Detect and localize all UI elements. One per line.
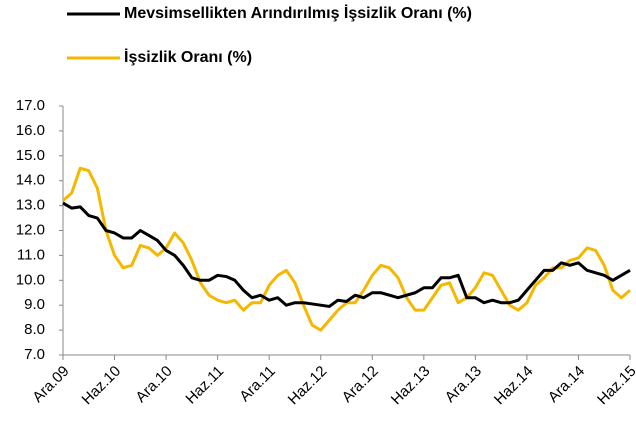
legend-label: İşsizlik Oranı (%) — [124, 48, 252, 66]
y-tick-label: 15.0 — [16, 147, 45, 164]
x-tick-label: Haz.10 — [79, 363, 125, 409]
y-tick-label: 9.0 — [24, 296, 45, 313]
x-tick-label: Ara.09 — [29, 363, 72, 406]
y-tick-label: 16.0 — [16, 122, 45, 139]
y-tick-label: 17.0 — [16, 97, 45, 114]
x-tick-label: Ara.10 — [132, 363, 175, 406]
x-tick-label: Ara.11 — [236, 363, 278, 405]
legend-label: Mevsimsellikten Arındırılmış İşsizlik Or… — [124, 4, 472, 22]
x-tick-label: Haz.14 — [491, 363, 537, 409]
y-tick-label: 11.0 — [17, 246, 45, 263]
y-tick-label: 14.0 — [16, 172, 45, 189]
y-tick-label: 7.0 — [24, 346, 45, 363]
x-tick-label: Ara.12 — [339, 363, 382, 406]
y-tick-label: 12.0 — [16, 221, 45, 238]
x-tick-label: Haz.15 — [594, 363, 636, 409]
x-tick-label: Haz.12 — [285, 363, 331, 409]
y-tick-label: 13.0 — [16, 197, 45, 214]
x-tick-label: Ara.13 — [442, 363, 485, 406]
x-tick-label: Ara.14 — [545, 363, 588, 406]
x-tick-label: Haz.13 — [388, 363, 434, 409]
series-line — [62, 166, 631, 332]
series-line — [62, 201, 631, 308]
y-tick-label: 10.0 — [16, 271, 45, 288]
y-tick-label: 8.0 — [24, 321, 45, 338]
x-tick-label: Haz.11 — [182, 363, 227, 408]
